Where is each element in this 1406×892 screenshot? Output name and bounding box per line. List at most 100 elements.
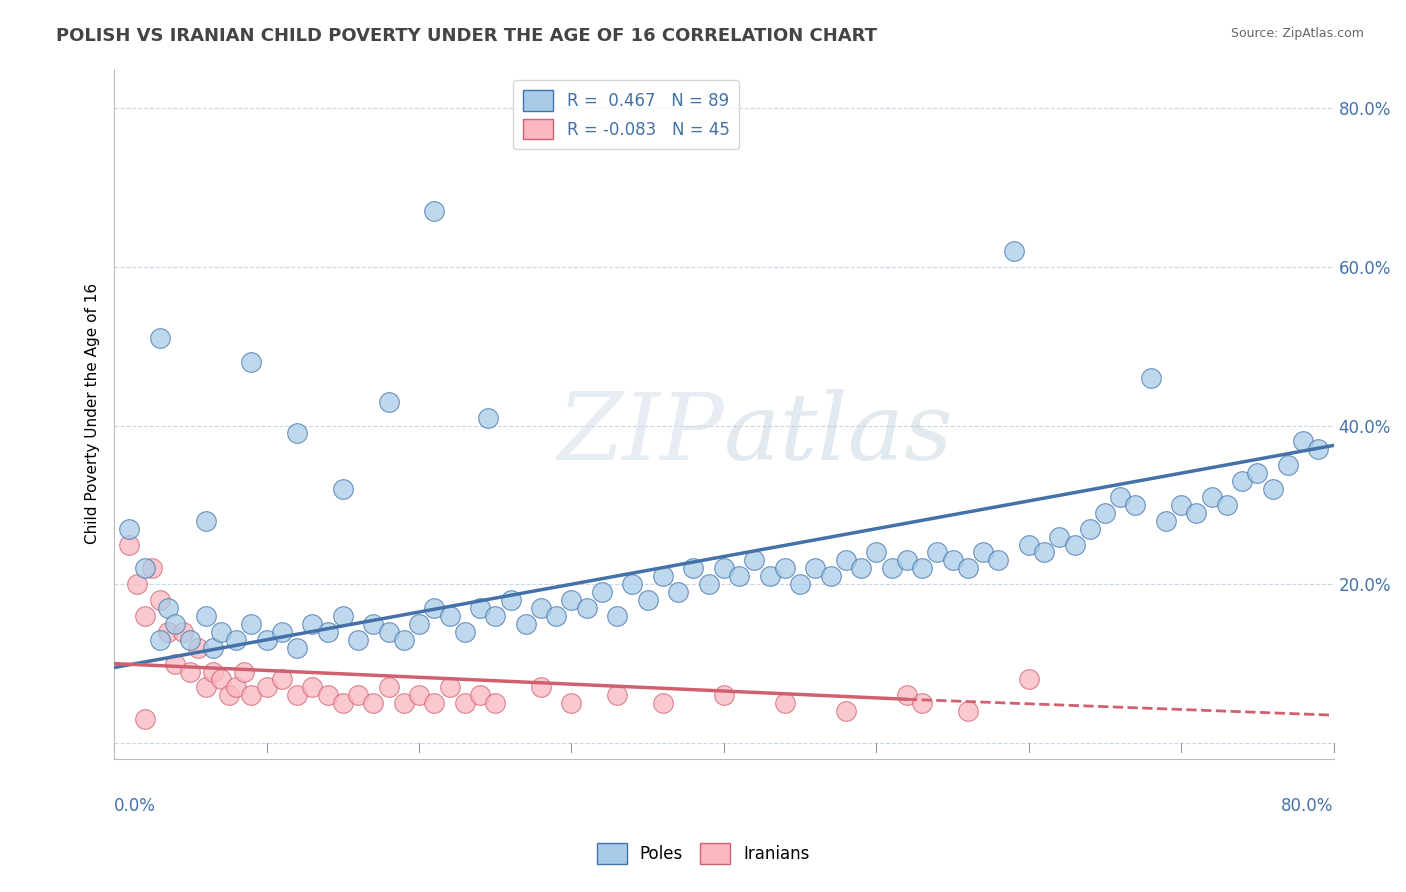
Point bbox=[134, 712, 156, 726]
Point bbox=[1033, 545, 1056, 559]
Point bbox=[1216, 498, 1239, 512]
Point bbox=[927, 545, 949, 559]
Point bbox=[240, 688, 263, 702]
Point bbox=[270, 624, 292, 639]
Point bbox=[118, 537, 141, 551]
Point bbox=[713, 688, 735, 702]
Point bbox=[240, 355, 263, 369]
Point bbox=[972, 545, 994, 559]
Point bbox=[606, 609, 628, 624]
Point bbox=[468, 601, 491, 615]
Point bbox=[209, 673, 232, 687]
Point bbox=[194, 609, 217, 624]
Point bbox=[165, 657, 187, 671]
Text: Source: ZipAtlas.com: Source: ZipAtlas.com bbox=[1230, 27, 1364, 40]
Point bbox=[575, 601, 598, 615]
Point bbox=[316, 688, 339, 702]
Point bbox=[301, 681, 323, 695]
Point bbox=[141, 561, 163, 575]
Point bbox=[484, 609, 506, 624]
Point bbox=[468, 688, 491, 702]
Point bbox=[149, 632, 172, 647]
Point bbox=[652, 569, 675, 583]
Point bbox=[546, 609, 568, 624]
Point bbox=[1047, 530, 1070, 544]
Point bbox=[165, 616, 187, 631]
Point bbox=[285, 426, 308, 441]
Point bbox=[1308, 442, 1330, 457]
Point bbox=[530, 601, 553, 615]
Point bbox=[773, 696, 796, 710]
Point bbox=[728, 569, 751, 583]
Point bbox=[515, 616, 537, 631]
Point bbox=[835, 704, 858, 718]
Point bbox=[347, 632, 370, 647]
Point bbox=[682, 561, 704, 575]
Point bbox=[1063, 537, 1085, 551]
Point bbox=[187, 640, 209, 655]
Point bbox=[232, 665, 254, 679]
Point bbox=[423, 601, 446, 615]
Point bbox=[1261, 482, 1284, 496]
Point bbox=[1002, 244, 1025, 258]
Point bbox=[1078, 522, 1101, 536]
Point bbox=[1109, 490, 1132, 504]
Point bbox=[666, 585, 689, 599]
Point bbox=[1125, 498, 1147, 512]
Point bbox=[285, 640, 308, 655]
Point bbox=[363, 616, 385, 631]
Point bbox=[1246, 466, 1268, 480]
Point bbox=[1292, 434, 1315, 449]
Text: ZIP: ZIP bbox=[557, 390, 724, 479]
Point bbox=[849, 561, 872, 575]
Point bbox=[621, 577, 644, 591]
Point bbox=[758, 569, 780, 583]
Point bbox=[697, 577, 720, 591]
Point bbox=[1018, 673, 1040, 687]
Point bbox=[835, 553, 858, 567]
Point bbox=[209, 624, 232, 639]
Point bbox=[773, 561, 796, 575]
Legend: Poles, Iranians: Poles, Iranians bbox=[591, 837, 815, 871]
Point bbox=[256, 681, 278, 695]
Legend: R =  0.467   N = 89, R = -0.083   N = 45: R = 0.467 N = 89, R = -0.083 N = 45 bbox=[513, 80, 740, 149]
Point bbox=[1185, 506, 1208, 520]
Point bbox=[332, 482, 354, 496]
Point bbox=[194, 681, 217, 695]
Point bbox=[987, 553, 1010, 567]
Point bbox=[285, 688, 308, 702]
Point bbox=[804, 561, 827, 575]
Point bbox=[956, 704, 979, 718]
Point bbox=[530, 681, 553, 695]
Point bbox=[606, 688, 628, 702]
Point bbox=[179, 632, 201, 647]
Point bbox=[408, 688, 430, 702]
Point bbox=[652, 696, 675, 710]
Point bbox=[1094, 506, 1116, 520]
Point bbox=[911, 561, 934, 575]
Point bbox=[125, 577, 148, 591]
Point bbox=[865, 545, 887, 559]
Point bbox=[454, 624, 477, 639]
Point bbox=[149, 593, 172, 607]
Text: POLISH VS IRANIAN CHILD POVERTY UNDER THE AGE OF 16 CORRELATION CHART: POLISH VS IRANIAN CHILD POVERTY UNDER TH… bbox=[56, 27, 877, 45]
Point bbox=[202, 665, 225, 679]
Point bbox=[347, 688, 370, 702]
Point bbox=[1018, 537, 1040, 551]
Point bbox=[134, 609, 156, 624]
Point bbox=[316, 624, 339, 639]
Point bbox=[439, 609, 461, 624]
Text: atlas: atlas bbox=[724, 390, 953, 479]
Text: 0.0%: 0.0% bbox=[114, 797, 156, 814]
Point bbox=[560, 696, 582, 710]
Point bbox=[179, 665, 201, 679]
Point bbox=[270, 673, 292, 687]
Point bbox=[896, 688, 918, 702]
Text: 80.0%: 80.0% bbox=[1281, 797, 1334, 814]
Point bbox=[392, 696, 415, 710]
Point bbox=[377, 394, 399, 409]
Point bbox=[363, 696, 385, 710]
Point bbox=[820, 569, 842, 583]
Point bbox=[149, 331, 172, 345]
Point bbox=[744, 553, 766, 567]
